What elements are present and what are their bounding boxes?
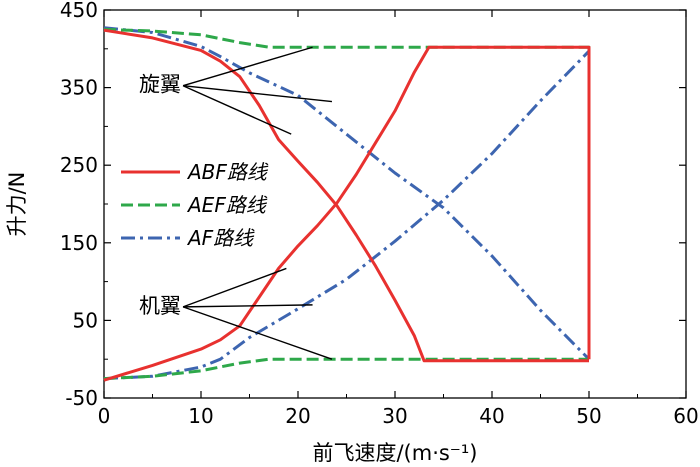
annotation-leader-line	[182, 46, 313, 87]
legend-label: ABF路线	[186, 160, 269, 184]
annotation-leader-line	[183, 304, 313, 308]
series-line-ABF-rotor	[103, 28, 589, 363]
y-tick-label: 150	[60, 231, 98, 255]
rotor-annotation: 旋翼	[139, 73, 181, 97]
annotation-leader-line	[182, 306, 333, 360]
wing-annotation: 机翼	[139, 294, 181, 318]
annotation-leader-line	[182, 85, 333, 103]
legend-label: AF路线	[186, 226, 255, 250]
y-tick-label: 350	[60, 76, 98, 100]
annotation-leader-line	[182, 267, 287, 308]
x-tick-label: 30	[382, 404, 407, 428]
x-tick-label: 20	[285, 404, 310, 428]
y-tick-label: 50	[73, 308, 98, 332]
x-tick-label: 50	[576, 404, 601, 428]
series-line-AF-wing	[103, 50, 591, 381]
x-tick-label: 60	[673, 404, 698, 428]
series-line-ABF-wing	[103, 45, 591, 382]
x-tick-label: 0	[98, 404, 111, 428]
legend-label: AEF路线	[186, 193, 268, 217]
y-tick-label: 450	[60, 0, 98, 22]
y-tick-label: 250	[60, 153, 98, 177]
series-line-AEF-wing	[103, 357, 589, 381]
x-tick-label: 10	[188, 404, 213, 428]
x-axis-title: 前飞速度/(m·s⁻¹)	[312, 441, 477, 465]
y-axis-title: 升力/N	[5, 172, 29, 237]
y-tick-label: -50	[65, 386, 98, 410]
series-line-AF-rotor	[103, 26, 591, 361]
series-line-AEF-rotor	[103, 27, 591, 360]
annotation-leader-line	[182, 85, 292, 135]
x-tick-label: 40	[479, 404, 504, 428]
